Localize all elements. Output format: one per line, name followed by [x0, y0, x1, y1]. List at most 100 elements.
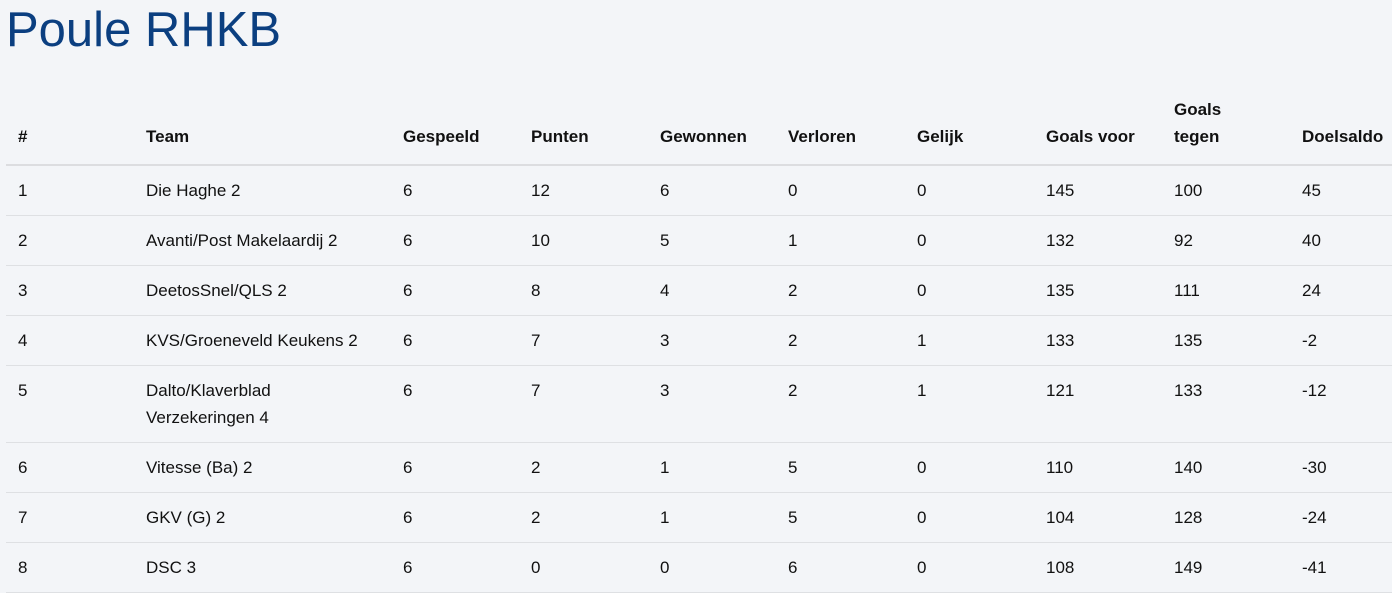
table-row: 8 DSC 3 6 0 0 6 0 108 149 -41 [6, 542, 1392, 593]
column-header-label: Gespeeld [403, 127, 480, 146]
cell-goal-difference: 24 [1290, 265, 1392, 316]
cell-goals-for: 104 [1034, 492, 1162, 543]
cell-goals-for: 108 [1034, 542, 1162, 593]
cell-goal-difference: 40 [1290, 215, 1392, 266]
cell-lost: 1 [776, 215, 905, 266]
header-row: # Team Gespeeld Punten Gewonnen Verloren Gelij… [6, 88, 1392, 166]
column-header-label: # [18, 127, 28, 146]
cell-goals-against: 92 [1162, 215, 1290, 266]
cell-team: Dalto/Klaverblad Verzekeringen 4 [134, 365, 391, 443]
cell-goals-against: 140 [1162, 442, 1290, 493]
cell-played: 6 [391, 365, 519, 443]
cell-played: 6 [391, 492, 519, 543]
column-header-label: Goals tegen [1174, 100, 1222, 146]
column-header-label: Team [146, 127, 190, 146]
cell-played: 6 [391, 315, 519, 366]
cell-won: 6 [648, 165, 776, 216]
cell-rank: 4 [6, 315, 134, 366]
column-header-won: Gewonnen [648, 88, 776, 166]
cell-rank: 3 [6, 265, 134, 316]
column-header-label: Goals voor [1046, 127, 1135, 146]
cell-rank: 6 [6, 442, 134, 493]
cell-points: 12 [519, 165, 648, 216]
column-header-goal-difference: Doelsaldo [1290, 88, 1392, 166]
cell-team: KVS/Groeneveld Keukens 2 [134, 315, 391, 366]
column-header-label: Gewonnen [660, 127, 747, 146]
cell-goals-for: 132 [1034, 215, 1162, 266]
cell-played: 6 [391, 265, 519, 316]
cell-team: DeetosSnel/QLS 2 [134, 265, 391, 316]
cell-drawn: 0 [905, 265, 1034, 316]
cell-rank: 1 [6, 165, 134, 216]
cell-drawn: 0 [905, 542, 1034, 593]
column-header-label: Gelijk [917, 127, 964, 146]
page-title: Poule RHKB [6, 3, 282, 57]
table-row: 4 KVS/Groeneveld Keukens 2 6 7 3 2 1 133 135 -2 [6, 315, 1392, 366]
column-header-goals-against: Goals tegen [1162, 88, 1290, 166]
cell-played: 6 [391, 165, 519, 216]
cell-goals-against: 128 [1162, 492, 1290, 543]
cell-drawn: 0 [905, 442, 1034, 493]
column-header-rank: # [6, 88, 134, 166]
cell-team: DSC 3 [134, 542, 391, 593]
cell-team: Die Haghe 2 [134, 165, 391, 216]
column-header-label: Punten [531, 127, 589, 146]
cell-lost: 2 [776, 265, 905, 316]
cell-points: 2 [519, 492, 648, 543]
cell-won: 1 [648, 442, 776, 493]
cell-rank: 8 [6, 542, 134, 593]
cell-played: 6 [391, 215, 519, 266]
cell-goals-against: 100 [1162, 165, 1290, 216]
cell-rank: 7 [6, 492, 134, 543]
column-header-drawn: Gelijk [905, 88, 1034, 166]
column-header-label: Verloren [788, 127, 857, 146]
cell-drawn: 0 [905, 165, 1034, 216]
cell-lost: 6 [776, 542, 905, 593]
cell-goal-difference: -2 [1290, 315, 1392, 366]
cell-won: 0 [648, 542, 776, 593]
cell-team: Avanti/Post Makelaardij 2 [134, 215, 391, 266]
table-row: 2 Avanti/Post Makelaardij 2 6 10 5 1 0 132 92 40 [6, 215, 1392, 266]
table-row: 3 DeetosSnel/QLS 2 6 8 4 2 0 135 111 24 [6, 265, 1392, 316]
column-header-points: Punten [519, 88, 648, 166]
table-row: 1 Die Haghe 2 6 12 6 0 0 145 100 45 [6, 165, 1392, 216]
cell-goal-difference: 45 [1290, 165, 1392, 216]
cell-points: 2 [519, 442, 648, 493]
cell-goal-difference: -12 [1290, 365, 1392, 443]
cell-lost: 5 [776, 492, 905, 543]
cell-goals-for: 121 [1034, 365, 1162, 443]
column-header-label: Doelsaldo [1302, 127, 1384, 146]
column-header-team: Team [134, 88, 391, 166]
table-row: 5 Dalto/Klaverblad Verzekeringen 4 6 7 3 2 1 12… [6, 365, 1392, 443]
cell-won: 5 [648, 215, 776, 266]
cell-played: 6 [391, 442, 519, 493]
cell-goal-difference: -30 [1290, 442, 1392, 493]
cell-rank: 5 [6, 365, 134, 443]
cell-won: 1 [648, 492, 776, 543]
cell-lost: 2 [776, 315, 905, 366]
cell-goals-against: 111 [1162, 265, 1290, 316]
cell-goals-for: 145 [1034, 165, 1162, 216]
cell-drawn: 0 [905, 215, 1034, 266]
cell-won: 3 [648, 365, 776, 443]
cell-goals-for: 135 [1034, 265, 1162, 316]
cell-goals-against: 133 [1162, 365, 1290, 443]
cell-points: 7 [519, 365, 648, 443]
cell-won: 4 [648, 265, 776, 316]
cell-team: Vitesse (Ba) 2 [134, 442, 391, 493]
cell-points: 8 [519, 265, 648, 316]
cell-goals-for: 133 [1034, 315, 1162, 366]
cell-goals-against: 135 [1162, 315, 1290, 366]
table-row: 7 GKV (G) 2 6 2 1 5 0 104 128 -24 [6, 492, 1392, 543]
cell-lost: 0 [776, 165, 905, 216]
cell-goals-against: 149 [1162, 542, 1290, 593]
cell-won: 3 [648, 315, 776, 366]
cell-rank: 2 [6, 215, 134, 266]
cell-goals-for: 110 [1034, 442, 1162, 493]
cell-points: 7 [519, 315, 648, 366]
cell-drawn: 1 [905, 315, 1034, 366]
cell-team: GKV (G) 2 [134, 492, 391, 543]
column-header-lost: Verloren [776, 88, 905, 166]
cell-lost: 2 [776, 365, 905, 443]
cell-lost: 5 [776, 442, 905, 493]
